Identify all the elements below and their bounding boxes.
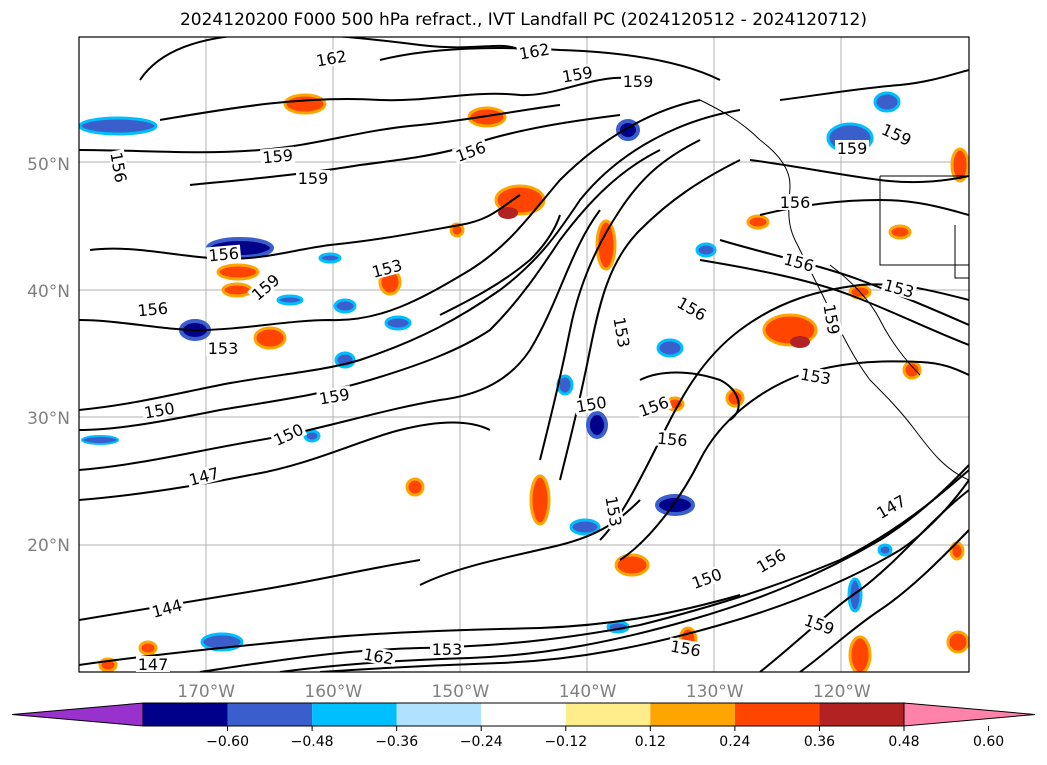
contour-label-bg — [835, 140, 869, 156]
contour-label-bg — [368, 256, 406, 281]
colorbar-bin — [565, 703, 651, 726]
lat-label: 40°N — [27, 282, 70, 302]
contour-label-bg — [559, 63, 596, 85]
contour-label-bg — [752, 545, 790, 576]
contour-label-bg — [451, 137, 490, 165]
contour-label-bg — [880, 276, 918, 301]
lon-label: 130°W — [686, 682, 744, 702]
coastline — [699, 99, 969, 481]
colorbar-tick-label: 0.24 — [719, 734, 750, 750]
contour-label-bg — [206, 340, 240, 356]
contour-label-bg — [269, 419, 308, 449]
colorbar-bin — [734, 703, 820, 726]
contour-label-bg — [135, 299, 171, 319]
contour-label-bg — [780, 250, 818, 275]
contour-label-bg — [141, 399, 178, 421]
contour-label-bg — [516, 40, 553, 62]
contour-label-bg — [296, 170, 330, 186]
contour-label: 147 — [138, 655, 169, 674]
contour-label-bg — [872, 491, 910, 522]
contour-label: 156 — [137, 299, 169, 321]
lon-label: 150°W — [432, 682, 490, 702]
map-title: 2024120200 F000 500 hPa refract., IVT La… — [179, 10, 867, 30]
contour-label-bg — [667, 637, 704, 659]
colorbar-tick-label: 0.12 — [635, 734, 666, 750]
colorbar-tick-label: −0.12 — [544, 734, 587, 750]
contour-label-bg — [673, 293, 711, 324]
contour-label-bg — [603, 493, 625, 530]
colorbar-bin — [227, 703, 313, 726]
contour-label-bg — [611, 314, 633, 351]
contour-label-bg — [206, 244, 242, 264]
contour-label: 159 — [262, 146, 294, 168]
lon-label: 120°W — [813, 682, 871, 702]
contour-label: 153 — [432, 640, 463, 659]
lat-label: 20°N — [27, 536, 70, 556]
contour-label-bg — [360, 645, 397, 667]
contour-label-bg — [260, 146, 296, 166]
colorbar-bin — [396, 703, 482, 726]
contour-label-bg — [430, 641, 464, 657]
lat-label: 50°N — [27, 155, 70, 175]
contour-label-bg — [621, 73, 655, 89]
colorbar-bin — [481, 703, 566, 726]
colorbar-outline — [142, 702, 905, 727]
contour-label-bg — [634, 392, 673, 420]
contour-label-bg — [573, 393, 610, 415]
colorbar-bin — [819, 703, 904, 726]
contour-label: 159 — [298, 169, 329, 188]
colorbar-tick-label: −0.24 — [460, 734, 503, 750]
latitude-labels: 50°N 40°N 30°N 20°N — [27, 155, 70, 556]
contour-label-bg — [108, 149, 130, 186]
lon-label: 160°W — [304, 682, 362, 702]
colorbar: −0.60 −0.48 −0.36 −0.24 −0.12 0.12 0.24 0.36 0.4… — [11, 702, 1036, 750]
contour-label-bg — [247, 269, 284, 304]
contour-label: 159 — [623, 72, 654, 91]
contour-label-bg — [185, 464, 223, 489]
contour-label: 156 — [780, 193, 811, 212]
lat-label: 30°N — [27, 409, 70, 429]
contour-label-bg — [316, 385, 353, 407]
contour-label-bg — [136, 656, 170, 672]
colorbar-tick-label: 0.60 — [973, 734, 1004, 750]
colorbar-extend-high — [903, 702, 1036, 727]
contour-label-bg — [654, 429, 690, 449]
map-frame — [78, 36, 970, 673]
contour-label: 156 — [208, 244, 240, 266]
contour-label: 159 — [837, 139, 868, 158]
contour-label-bg — [687, 564, 726, 592]
contour-lines — [79, 37, 969, 672]
contour-label-bg — [821, 301, 843, 338]
colorbar-tick-label: −0.60 — [206, 734, 249, 750]
longitude-labels: 170°W 160°W 150°W 140°W 130°W 120°W — [177, 682, 871, 702]
lon-label: 140°W — [559, 682, 617, 702]
colorbar-tick-label: 0.48 — [888, 734, 919, 750]
colorbar-tick-label: −0.36 — [375, 734, 418, 750]
colorbar-extend-low — [11, 702, 144, 727]
colorbar-bin — [312, 703, 397, 726]
contour-label-bg — [778, 194, 812, 210]
contour-label-bg — [877, 119, 916, 149]
contour-label: 153 — [208, 339, 239, 358]
colorbar-bin — [143, 703, 228, 726]
lon-label: 170°W — [177, 682, 235, 702]
colorbar-bin — [650, 703, 735, 726]
contour-label: 156 — [656, 429, 688, 451]
contour-label-bg — [313, 47, 350, 69]
contour-label-bg — [800, 610, 839, 638]
colorbar-tick-label: 0.36 — [804, 734, 835, 750]
contour-label-bg — [148, 596, 186, 621]
contour-label-bg — [797, 365, 834, 387]
colorbar-tick-label: −0.48 — [291, 734, 334, 750]
